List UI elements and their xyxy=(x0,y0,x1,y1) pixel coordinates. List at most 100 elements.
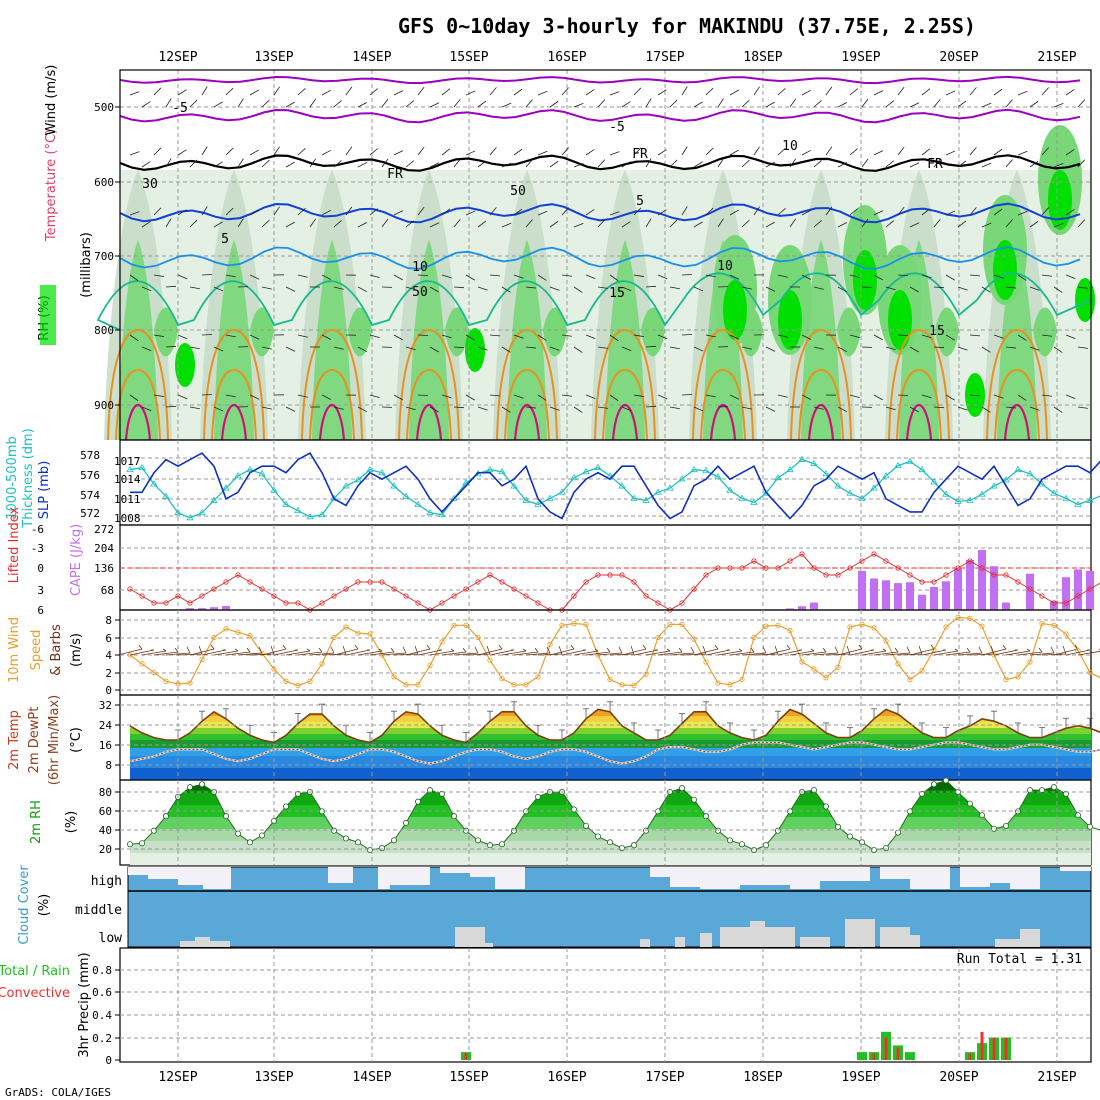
wind-barb xyxy=(957,100,967,108)
thickness-point xyxy=(498,467,506,475)
wind-speed-point xyxy=(847,624,853,630)
lifted-index-point xyxy=(247,579,253,585)
cape-bar xyxy=(1062,577,1070,610)
rh-point xyxy=(1075,812,1082,819)
wind-barb xyxy=(549,346,560,351)
wind-barb-10m xyxy=(765,648,791,656)
wind-barb xyxy=(585,209,595,216)
wind-barb-flag xyxy=(522,648,527,652)
thickness-tick-label: 578 xyxy=(80,449,100,462)
wind-barb xyxy=(1077,159,1086,168)
wind-barb xyxy=(177,209,187,216)
lifted-index-point xyxy=(979,565,985,571)
thickness-point xyxy=(786,465,794,473)
temp-contour-30 xyxy=(318,403,346,441)
wind-barb xyxy=(957,160,967,168)
wind-barb xyxy=(813,346,824,350)
wind-barb xyxy=(621,406,632,412)
wind-barb-10m xyxy=(273,649,299,656)
low-cloud-bar xyxy=(800,937,830,947)
wind-barb xyxy=(837,346,848,353)
wind-speed-point xyxy=(739,676,745,683)
wind-barb-10m xyxy=(225,651,251,656)
high-cloud-gap xyxy=(203,867,231,889)
wind-speed-point xyxy=(295,683,301,689)
wind-barb xyxy=(441,334,452,339)
wind-barb xyxy=(129,91,140,96)
wind-barb-10m xyxy=(933,650,959,656)
wind-barb-10m xyxy=(393,653,419,656)
wind-barb xyxy=(621,221,631,228)
wind-barb xyxy=(561,87,569,96)
wind-barb xyxy=(921,148,931,156)
lifted-index-axis-label: Lifted Index xyxy=(7,506,22,583)
wind-barb xyxy=(249,274,260,280)
wind-barb xyxy=(597,159,606,168)
wind-barb-10m xyxy=(537,653,563,656)
wind-barb xyxy=(153,394,164,397)
wind-barb xyxy=(789,158,797,168)
rh-point xyxy=(150,827,157,834)
lifted-index-point xyxy=(1027,586,1033,592)
rh-point xyxy=(474,837,481,844)
wind-barb-flag xyxy=(138,644,143,650)
wind-barb xyxy=(465,210,476,216)
rh-tick-label: 60 xyxy=(99,805,112,818)
thickness-point xyxy=(654,488,662,495)
lifted-index-point xyxy=(175,593,181,599)
temp-contour-25 xyxy=(994,368,1040,441)
thickness-point xyxy=(726,486,734,493)
rh-point xyxy=(991,825,998,832)
wind-barb-flag xyxy=(534,647,539,653)
rh-point xyxy=(414,798,421,805)
wind-barb xyxy=(297,394,308,398)
rh-point xyxy=(1039,787,1046,794)
wind-barb-10m xyxy=(561,649,587,656)
wind-barb xyxy=(309,158,317,168)
wind-barb xyxy=(621,286,632,292)
wind-barb xyxy=(681,86,688,96)
wind-barb xyxy=(945,150,956,156)
wind-speed-point xyxy=(871,625,877,631)
wind-barb xyxy=(525,99,533,108)
wind-speed-point xyxy=(1003,676,1009,683)
wind-speed-point xyxy=(727,682,733,688)
wind-barb-10m xyxy=(993,649,1019,656)
precip-convective-bar xyxy=(968,1053,972,1060)
wind-barb-flag xyxy=(306,648,311,652)
rh-point xyxy=(162,813,169,820)
wind-barb xyxy=(141,406,152,412)
bottom-day-label: 21SEP xyxy=(1037,1070,1076,1085)
thickness-point xyxy=(558,488,566,495)
thickness-point xyxy=(606,472,614,479)
wind-speed-point xyxy=(1051,622,1057,628)
wind-barb xyxy=(681,274,693,276)
rh-point xyxy=(198,781,205,788)
wind-barb xyxy=(765,406,776,412)
wind-barb-flag xyxy=(1062,645,1067,655)
temp-color-band xyxy=(130,748,1091,756)
wind-barb xyxy=(957,286,968,291)
high-cloud-gap xyxy=(440,867,470,873)
wind-barb xyxy=(537,394,547,401)
wind-barb xyxy=(501,286,511,293)
wind-barb xyxy=(849,148,858,156)
wind-barb-flag xyxy=(330,646,335,654)
rh-point xyxy=(1087,823,1094,830)
wind-barb xyxy=(249,394,260,400)
wind-barb xyxy=(645,345,657,348)
lifted-index-point xyxy=(295,600,301,606)
wind-barb xyxy=(645,158,652,168)
cape-bar xyxy=(906,582,914,610)
rh-patch xyxy=(154,307,178,357)
rh-plume-mid xyxy=(312,240,352,440)
thickness-point xyxy=(750,498,758,505)
wind-barb xyxy=(297,334,308,338)
wind-barb xyxy=(729,394,740,400)
wind-barb-flag xyxy=(354,644,359,650)
wind-barb xyxy=(213,101,223,108)
wind-barb xyxy=(369,208,378,216)
thickness-axis-label-b: Thickness (dm) xyxy=(21,428,36,528)
contour-label: FR xyxy=(927,157,943,172)
